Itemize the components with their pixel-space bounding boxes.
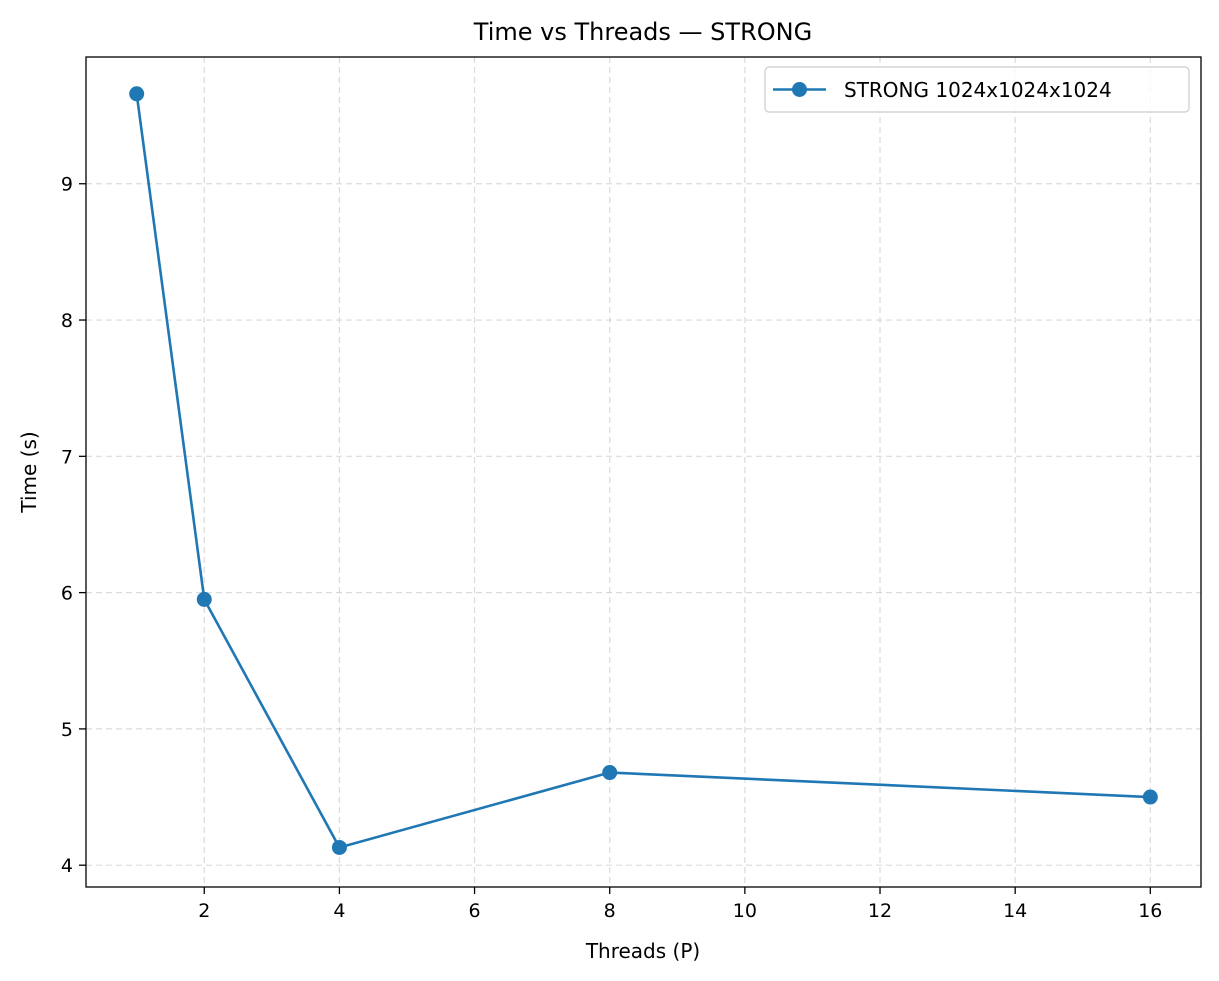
chart-title: Time vs Threads — STRONG	[473, 18, 812, 46]
data-point	[196, 591, 212, 607]
y-axis-label: Time (s)	[17, 431, 41, 513]
x-tick-label: 2	[198, 900, 210, 922]
y-tick-label: 7	[61, 446, 73, 468]
x-tick-label: 8	[604, 900, 616, 922]
x-tick-label: 16	[1138, 900, 1162, 922]
legend-box	[764, 66, 1190, 113]
data-point	[129, 86, 145, 102]
x-axis-ticks: 2 4 6 8 10 12 14 16	[198, 887, 1162, 922]
x-tick-label: 4	[333, 900, 345, 922]
x-tick-label: 14	[1003, 900, 1027, 922]
y-tick-label: 4	[61, 855, 73, 877]
grid-lines	[86, 57, 1201, 887]
axes-frame	[85, 56, 1202, 888]
data-point	[331, 839, 347, 855]
y-tick-label: 8	[61, 310, 73, 332]
x-axis-label: Threads (P)	[585, 939, 700, 963]
x-tick-label: 12	[868, 900, 892, 922]
y-tick-label: 9	[61, 174, 73, 196]
y-tick-label: 6	[61, 583, 73, 605]
legend-marker-swatch	[792, 82, 807, 97]
y-tick-label: 5	[61, 719, 73, 741]
y-axis-ticks: 4 5 6 7 8 9	[61, 174, 86, 877]
data-point	[602, 765, 618, 781]
x-tick-label: 6	[469, 900, 481, 922]
data-point	[1142, 789, 1158, 805]
legend-label: STRONG 1024x1024x1024	[844, 78, 1112, 102]
series-layer	[129, 86, 1158, 855]
x-tick-label: 10	[733, 900, 757, 922]
legend: STRONG 1024x1024x1024	[764, 66, 1190, 113]
